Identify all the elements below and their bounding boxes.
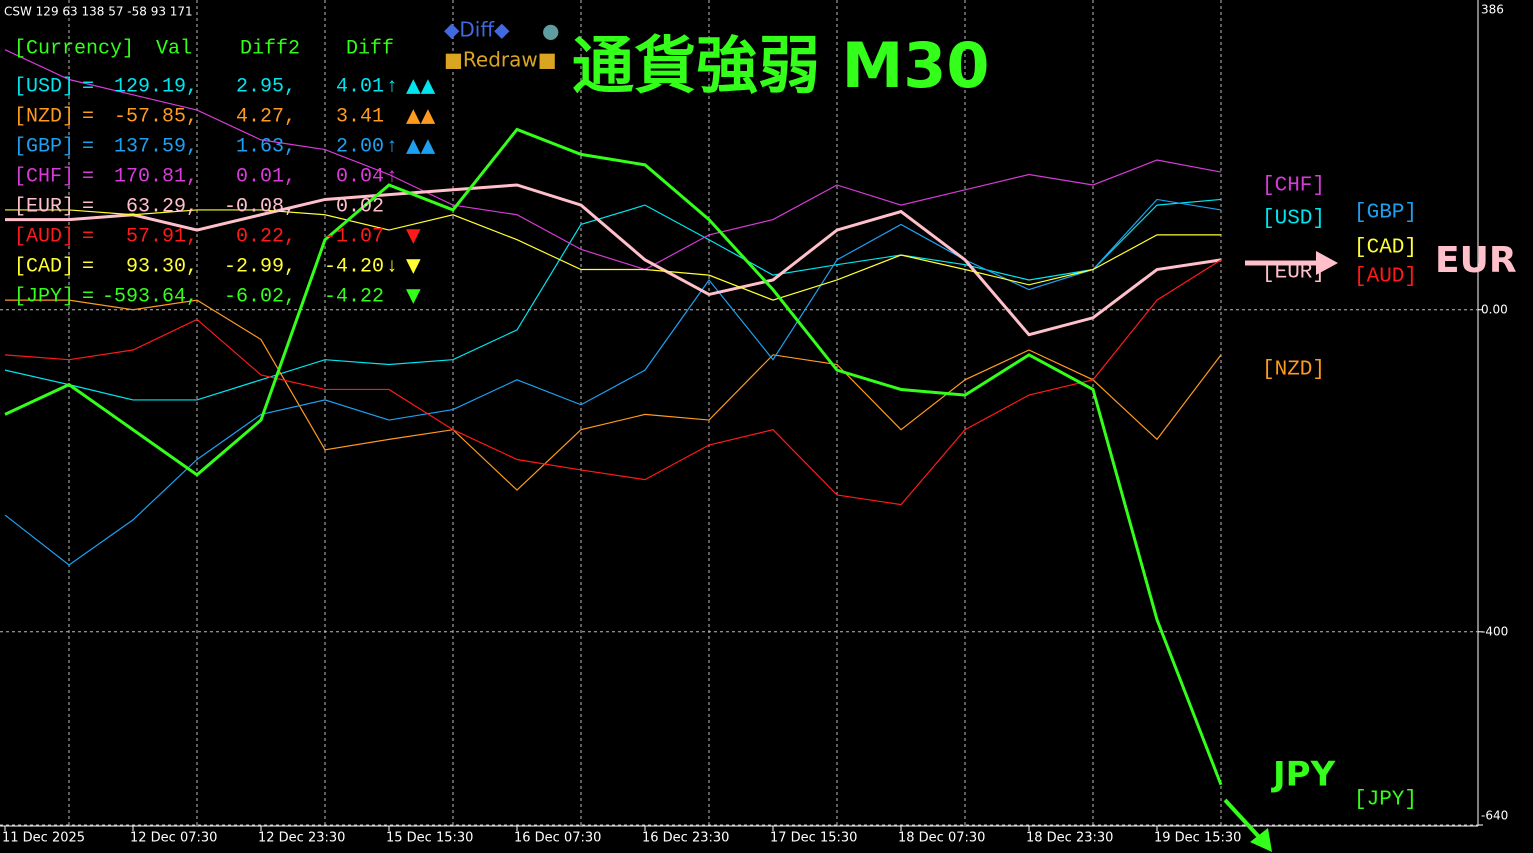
series-line xyxy=(4,259,1222,506)
row-eq: = xyxy=(82,165,94,188)
row-eq: = xyxy=(82,75,94,98)
row-diff2: 0.22, xyxy=(236,225,296,248)
row-val: 137.59, xyxy=(114,135,198,158)
row-val: 129.19, xyxy=(114,75,198,98)
row-val: 93.30, xyxy=(126,255,198,278)
series-label: [EUR] xyxy=(1262,262,1325,285)
y-tick-label: -400 xyxy=(1481,624,1508,638)
x-tick-label: 12 Dec 07:30 xyxy=(130,831,217,846)
y-tick-label: 386 xyxy=(1481,3,1504,17)
row-currency: [EUR] xyxy=(14,195,74,218)
x-tick-label: 18 Dec 23:30 xyxy=(1026,831,1113,846)
series-line xyxy=(4,127,1223,786)
row-diff: 4.01 xyxy=(336,75,384,98)
series-label: [CHF] xyxy=(1262,175,1325,198)
row-diff: 0.04 xyxy=(336,165,384,188)
row-eq: = xyxy=(82,255,94,278)
row-arrow: ↓ xyxy=(386,255,398,278)
row-signal: ▲▲ xyxy=(406,135,436,157)
row-currency: [GBP] xyxy=(14,135,74,158)
y-tick-label: -640 xyxy=(1481,809,1508,823)
chart-title: 通貨強弱 M30 xyxy=(572,29,990,102)
series-label: [AUD] xyxy=(1354,266,1417,289)
row-diff: 3.41 xyxy=(336,105,384,128)
diff-button[interactable]: ◆Diff◆ xyxy=(444,18,510,42)
row-diff: -1.07 xyxy=(324,225,384,248)
dot-button[interactable]: ● xyxy=(542,19,559,43)
table-header: Val xyxy=(156,37,192,60)
series-line xyxy=(4,49,1222,271)
series-label: [JPY] xyxy=(1354,789,1417,812)
strength-table: [Currency] Val Diff2 Diff [USD] = 129.19, 2.95,… xyxy=(14,37,436,308)
x-tick-label: 19 Dec 15:30 xyxy=(1154,831,1241,846)
row-diff2: -6.02, xyxy=(224,285,296,308)
row-signal: ▼ xyxy=(406,225,421,247)
row-diff: -4.20 xyxy=(324,255,384,278)
row-arrow: ↑ xyxy=(386,135,398,158)
x-tick-label: 15 Dec 15:30 xyxy=(386,831,473,846)
row-eq: = xyxy=(82,225,94,248)
x-tick-label: 16 Dec 07:30 xyxy=(514,831,601,846)
table-header: [Currency] xyxy=(14,37,134,60)
row-val: -593.64, xyxy=(102,285,198,308)
row-diff2: 1.63, xyxy=(236,135,296,158)
row-val: -57.85, xyxy=(114,105,198,128)
row-signal: ▼ xyxy=(406,285,421,307)
row-diff2: -0.08, xyxy=(224,195,296,218)
row-diff2: 0.01, xyxy=(236,165,296,188)
row-currency: [CHF] xyxy=(14,165,74,188)
row-diff: 2.00 xyxy=(336,135,384,158)
x-tick-label: 18 Dec 07:30 xyxy=(898,831,985,846)
row-diff2: 2.95, xyxy=(236,75,296,98)
series-line xyxy=(5,183,1222,337)
series-label: [USD] xyxy=(1262,208,1325,231)
series-label: [NZD] xyxy=(1262,359,1325,382)
weakest-label: JPY xyxy=(1271,755,1336,795)
row-eq: = xyxy=(82,285,94,308)
row-currency: [AUD] xyxy=(14,225,74,248)
row-signal: ▲▲ xyxy=(406,75,436,97)
y-tick-label: 0.00 xyxy=(1481,302,1508,316)
row-diff2: -2.99, xyxy=(224,255,296,278)
x-tick-label: 12 Dec 23:30 xyxy=(258,831,345,846)
series-line xyxy=(5,209,1221,301)
strongest-label: EUR xyxy=(1435,240,1517,281)
row-val: 170.81, xyxy=(114,165,198,188)
row-diff: -4.22 xyxy=(324,285,384,308)
series-line xyxy=(5,299,1222,491)
row-arrow: ↑ xyxy=(386,75,398,98)
row-val: 63.29, xyxy=(126,195,198,218)
table-header: Diff xyxy=(346,37,394,60)
row-currency: [NZD] xyxy=(14,105,74,128)
row-eq: = xyxy=(82,195,94,218)
redraw-button[interactable]: ■Redraw■ xyxy=(444,48,557,72)
series-line xyxy=(4,198,1222,401)
series-line xyxy=(4,198,1222,566)
jpy-arrow xyxy=(1223,798,1262,840)
row-eq: = xyxy=(82,135,94,158)
x-tick-label: 11 Dec 2025 xyxy=(2,831,85,846)
eur-arrow-head xyxy=(1316,251,1338,275)
x-tick-label: 16 Dec 23:30 xyxy=(642,831,729,846)
row-eq: = xyxy=(82,105,94,128)
x-tick-label: 17 Dec 15:30 xyxy=(770,831,857,846)
series-label: [CAD] xyxy=(1354,237,1417,260)
row-diff: 0.02 xyxy=(336,195,384,218)
row-currency: [JPY] xyxy=(14,285,74,308)
jpy-arrow-head xyxy=(1250,828,1272,852)
plot xyxy=(0,49,1478,826)
row-signal: ▼ xyxy=(406,255,421,277)
row-signal: ▲▲ xyxy=(406,105,436,127)
row-currency: [USD] xyxy=(14,75,74,98)
row-diff2: 4.27, xyxy=(236,105,296,128)
table-header: Diff2 xyxy=(240,37,300,60)
row-val: 57.91, xyxy=(126,225,198,248)
row-currency: [CAD] xyxy=(14,255,74,278)
info-text: CSW 129 63 138 57 -58 93 171 xyxy=(4,5,193,19)
series-label: [GBP] xyxy=(1354,202,1417,225)
row-arrow: ↑ xyxy=(386,165,398,188)
